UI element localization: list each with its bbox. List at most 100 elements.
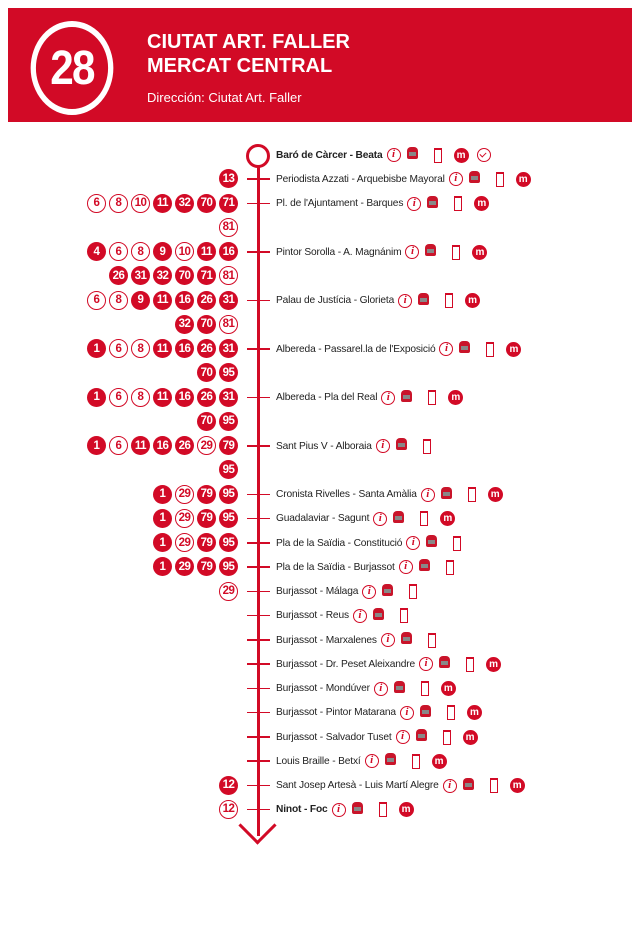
stop-name[interactable]: Pla de la Saïdia - Burjassot xyxy=(276,561,395,573)
metro-icon[interactable]: m xyxy=(515,171,531,187)
bus-line-badge[interactable]: 29 xyxy=(175,484,194,504)
bus-line-badge[interactable]: 10 xyxy=(131,193,150,213)
bus-line-badge[interactable]: 16 xyxy=(153,436,172,455)
stop-name[interactable]: Burjassot - Málaga xyxy=(276,586,359,597)
info-icon[interactable]: i xyxy=(448,172,463,187)
bus-line-badge[interactable]: 26 xyxy=(175,436,194,455)
bus-icon[interactable] xyxy=(415,729,427,741)
stop[interactable]: Baró de Càrcer - Beata i m xyxy=(276,147,491,163)
bus-line-badge[interactable]: 8 xyxy=(131,339,150,358)
stop[interactable]: Burjassot - Pintor Matarana i m xyxy=(276,704,482,721)
info-icon[interactable]: i xyxy=(439,342,454,356)
stop[interactable]: Louis Braille - Betxí i m xyxy=(276,753,447,769)
info-icon[interactable]: i xyxy=(419,657,434,672)
bus-line-badge[interactable]: 11 xyxy=(131,436,150,455)
stop-name[interactable]: Cronista Rivelles - Santa Amàlia xyxy=(276,489,417,500)
bus-line-badge[interactable]: 26 xyxy=(197,387,216,407)
bus-icon[interactable] xyxy=(393,510,405,523)
bus-icon[interactable] xyxy=(395,438,407,450)
stop[interactable]: Burjassot - Marxalenes i xyxy=(276,632,436,648)
stop[interactable]: Burjassot - Dr. Peset Aleixandre i m xyxy=(276,656,502,672)
bus-icon[interactable] xyxy=(468,171,480,184)
bus-line-badge[interactable]: 1 xyxy=(153,508,172,528)
bus-line-badge[interactable]: 16 xyxy=(175,339,194,358)
bus-line-badge[interactable]: 9 xyxy=(131,290,150,310)
bus-icon[interactable] xyxy=(372,607,384,620)
bus-shelter-icon[interactable] xyxy=(467,487,476,502)
bus-line-badge[interactable]: 10 xyxy=(175,242,194,261)
info-icon[interactable]: i xyxy=(352,608,367,623)
info-icon[interactable]: i xyxy=(375,439,390,453)
bus-line-badge[interactable]: 95 xyxy=(219,533,238,552)
metro-icon[interactable]: m xyxy=(448,390,464,405)
metro-icon[interactable]: m xyxy=(398,802,414,818)
bus-line-badge[interactable]: 6 xyxy=(87,193,106,213)
info-icon[interactable]: i xyxy=(442,778,457,793)
stop[interactable]: Palau de Justícia - Glorieta i m xyxy=(276,292,481,309)
info-icon[interactable]: i xyxy=(364,754,379,769)
bus-icon[interactable] xyxy=(462,777,474,790)
bus-line-badge[interactable]: 16 xyxy=(175,387,194,407)
clock-icon[interactable] xyxy=(476,148,491,162)
bus-icon[interactable] xyxy=(384,753,396,766)
bus-line-badge[interactable]: 81 xyxy=(219,266,238,286)
bus-line-badge[interactable]: 11 xyxy=(153,193,172,213)
bus-line-badge[interactable]: 6 xyxy=(109,339,128,358)
bus-shelter-icon[interactable] xyxy=(454,196,463,211)
stop-name[interactable]: Pl. de l'Ajuntament - Barques xyxy=(276,198,404,209)
bus-line-badge[interactable]: 79 xyxy=(197,533,216,552)
bus-icon[interactable] xyxy=(459,341,471,353)
stop-name[interactable]: Palau de Justícia - Glorieta xyxy=(276,295,395,306)
bus-line-badge[interactable]: 70 xyxy=(175,266,194,286)
stop-name[interactable]: Albereda - Pla del Real xyxy=(276,392,378,403)
stop-name[interactable]: Burjassot - Marxalenes xyxy=(276,634,377,646)
bus-icon[interactable] xyxy=(393,680,405,693)
bus-line-badge[interactable]: 95 xyxy=(219,557,238,577)
bus-line-badge[interactable]: 95 xyxy=(219,508,238,528)
bus-line-badge[interactable]: 81 xyxy=(219,217,238,237)
stop[interactable]: Pintor Sorolla - A. Magnánim i m xyxy=(276,244,488,260)
bus-shelter-icon[interactable] xyxy=(422,438,431,454)
stop[interactable]: Pla de la Saïdia - Burjassot i xyxy=(276,559,454,575)
bus-line-badge[interactable]: 26 xyxy=(197,290,216,310)
bus-line-badge[interactable]: 1 xyxy=(87,339,106,358)
info-icon[interactable]: i xyxy=(373,511,388,526)
bus-shelter-icon[interactable] xyxy=(399,608,408,624)
bus-shelter-icon[interactable] xyxy=(445,293,454,308)
bus-shelter-icon[interactable] xyxy=(420,681,429,696)
stop[interactable]: Sant Josep Artesà - Luis Martí Alegre i m xyxy=(276,777,525,794)
stop[interactable]: Burjassot - Málaga i xyxy=(276,583,418,600)
info-icon[interactable]: i xyxy=(381,390,396,405)
stop[interactable]: Guadalaviar - Sagunt i m xyxy=(276,510,456,527)
bus-line-badge[interactable]: 29 xyxy=(175,557,194,577)
bus-line-badge[interactable]: 16 xyxy=(219,242,238,261)
info-icon[interactable]: i xyxy=(331,802,346,817)
info-icon[interactable]: i xyxy=(386,148,401,162)
stop-name[interactable]: Burjassot - Pintor Matarana xyxy=(276,707,396,719)
info-icon[interactable]: i xyxy=(405,245,420,259)
bus-icon[interactable] xyxy=(400,632,412,644)
bus-line-badge[interactable]: 13 xyxy=(219,169,238,189)
bus-line-badge[interactable]: 31 xyxy=(219,339,238,358)
bus-icon[interactable] xyxy=(425,244,437,256)
bus-shelter-icon[interactable] xyxy=(428,390,437,405)
bus-line-badge[interactable]: 9 xyxy=(153,242,172,261)
bus-line-badge[interactable]: 32 xyxy=(153,266,172,286)
bus-shelter-icon[interactable] xyxy=(486,341,495,357)
bus-line-badge[interactable]: 12 xyxy=(219,799,238,819)
stop-name[interactable]: Ninot - Foc xyxy=(276,804,328,816)
bus-line-badge[interactable]: 6 xyxy=(109,436,128,455)
bus-icon[interactable] xyxy=(418,559,430,572)
bus-icon[interactable] xyxy=(440,486,452,499)
stop[interactable]: Pla de la Saïdia - Constitució i xyxy=(276,535,462,551)
bus-line-badge[interactable]: 8 xyxy=(131,387,150,407)
stop-name[interactable]: Burjassot - Dr. Peset Aleixandre xyxy=(276,658,416,670)
bus-line-badge[interactable]: 6 xyxy=(109,242,128,261)
bus-line-badge[interactable]: 29 xyxy=(175,508,194,528)
stop-name[interactable]: Louis Braille - Betxí xyxy=(276,755,361,767)
bus-shelter-icon[interactable] xyxy=(446,705,455,721)
info-icon[interactable]: i xyxy=(395,730,410,744)
bus-shelter-icon[interactable] xyxy=(489,778,498,793)
bus-line-badge[interactable]: 11 xyxy=(153,290,172,310)
bus-line-badge[interactable]: 26 xyxy=(109,266,128,286)
